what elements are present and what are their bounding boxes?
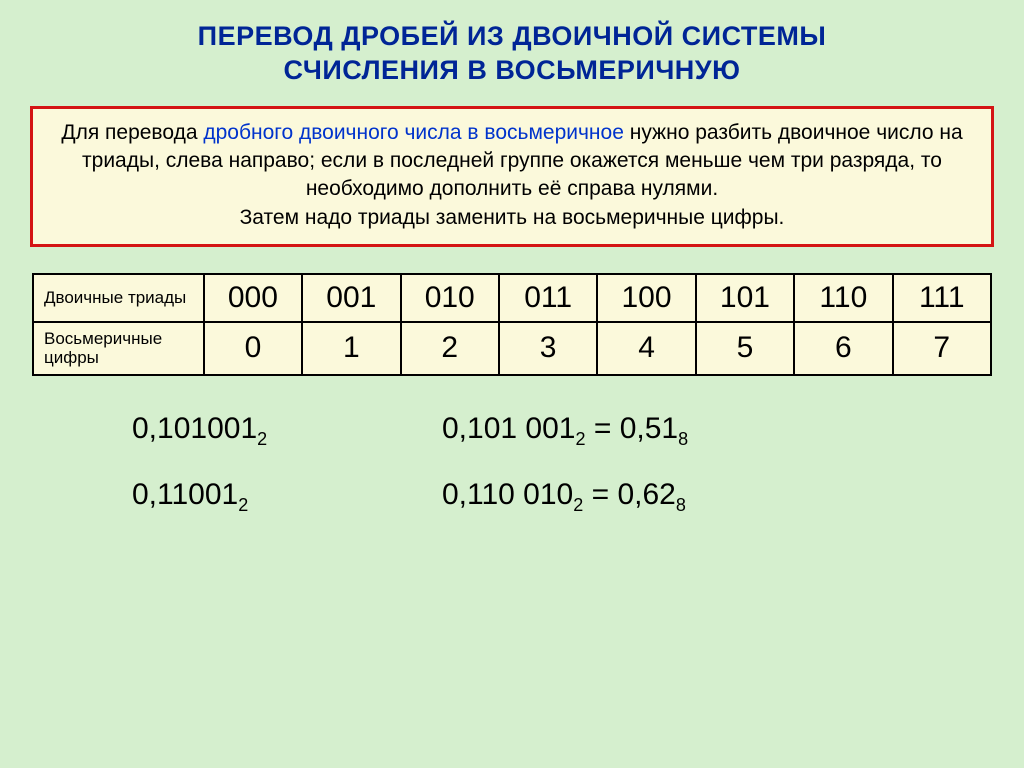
oct-cell: 5	[696, 322, 794, 375]
example-input: 0,110012	[132, 478, 442, 516]
ex-grouped: 0,110 010	[442, 478, 573, 511]
oct-cell: 1	[302, 322, 400, 375]
equals-sign: =	[585, 412, 619, 445]
oct-cell: 2	[401, 322, 499, 375]
title-line-1: ПЕРЕВОД ДРОБЕЙ ИЗ ДВОИЧНОЙ СИСТЕМЫ	[198, 21, 827, 51]
row-label-octal: Восьмеричные цифры	[33, 322, 204, 375]
ex-num: 0,11001	[132, 478, 238, 511]
example-row: 0,1010012 0,101 0012 = 0,518	[132, 412, 892, 450]
example-row: 0,110012 0,110 0102 = 0,628	[132, 478, 892, 516]
example-input: 0,1010012	[132, 412, 442, 450]
oct-cell: 0	[204, 322, 302, 375]
rule-highlight: дробного двоичного числа в восьмеричное	[203, 121, 624, 144]
triad-cell: 000	[204, 274, 302, 322]
rule-line2: Затем надо триады заменить на восьмеричн…	[240, 206, 785, 229]
example-result: 0,110 0102 = 0,628	[442, 478, 892, 516]
oct-cell: 4	[597, 322, 695, 375]
triad-cell: 100	[597, 274, 695, 322]
triad-table: Двоичные триады 000 001 010 011 100 101 …	[32, 273, 992, 376]
ex-base: 8	[676, 495, 686, 515]
rule-box: Для перевода дробного двоичного числа в …	[30, 106, 994, 247]
examples-block: 0,1010012 0,101 0012 = 0,518 0,110012 0,…	[132, 412, 892, 516]
ex-num: 0,101001	[132, 412, 257, 445]
slide-title: ПЕРЕВОД ДРОБЕЙ ИЗ ДВОИЧНОЙ СИСТЕМЫ СЧИСЛ…	[24, 20, 1000, 88]
oct-cell: 6	[794, 322, 892, 375]
table-row-triads: Двоичные триады 000 001 010 011 100 101 …	[33, 274, 991, 322]
triad-cell: 101	[696, 274, 794, 322]
ex-octal: 0,51	[620, 412, 678, 445]
triad-cell: 001	[302, 274, 400, 322]
row-label-triads: Двоичные триады	[33, 274, 204, 322]
ex-octal: 0,62	[617, 478, 675, 511]
triad-cell: 110	[794, 274, 892, 322]
ex-base: 2	[257, 429, 267, 449]
title-line-2: СЧИСЛЕНИЯ В ВОСЬМЕРИЧНУЮ	[284, 55, 741, 85]
ex-base: 8	[678, 429, 688, 449]
ex-base: 2	[573, 495, 583, 515]
triad-cell: 010	[401, 274, 499, 322]
equals-sign: =	[583, 478, 617, 511]
example-result: 0,101 0012 = 0,518	[442, 412, 892, 450]
ex-base: 2	[575, 429, 585, 449]
ex-base: 2	[238, 495, 248, 515]
ex-grouped: 0,101 001	[442, 412, 575, 445]
oct-cell: 7	[893, 322, 991, 375]
oct-cell: 3	[499, 322, 597, 375]
triad-cell: 111	[893, 274, 991, 322]
rule-pre: Для перевода	[61, 121, 203, 144]
triad-cell: 011	[499, 274, 597, 322]
table-row-octal: Восьмеричные цифры 0 1 2 3 4 5 6 7	[33, 322, 991, 375]
